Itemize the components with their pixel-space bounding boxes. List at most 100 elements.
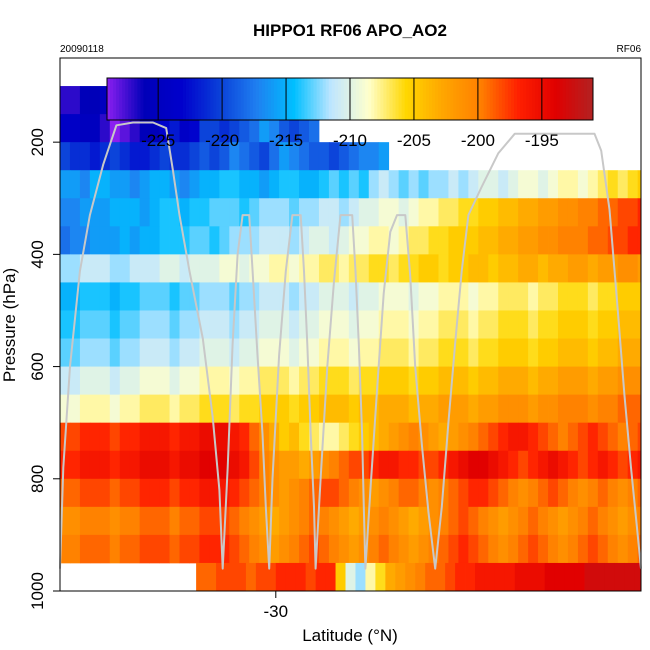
- heatmap-cell: [199, 422, 210, 452]
- colorbar-segment: [204, 78, 208, 120]
- heatmap-cell: [458, 506, 469, 536]
- heatmap-cell: [279, 478, 290, 508]
- heatmap-cell: [219, 282, 230, 311]
- heatmap-cell: [60, 478, 71, 508]
- heatmap-cell: [348, 506, 360, 536]
- colorbar-segment: [453, 78, 457, 120]
- colorbar-segment: [395, 78, 400, 120]
- heatmap-cell: [577, 198, 589, 227]
- heatmap-cell: [69, 86, 81, 115]
- colorbar-segment: [535, 78, 539, 120]
- colorbar-segment: [353, 78, 357, 120]
- heatmap-cell: [179, 198, 190, 227]
- heatmap-cell: [378, 310, 390, 339]
- heatmap-cell: [498, 338, 509, 367]
- heatmap-cell: [289, 282, 300, 311]
- heatmap-cell: [219, 394, 230, 424]
- heatmap-cell: [448, 198, 459, 227]
- heatmap-cell: [597, 422, 609, 452]
- heatmap-cell: [239, 198, 250, 227]
- heatmap-cell: [269, 450, 280, 480]
- heatmap-cell: [498, 226, 509, 255]
- heatmap-cell: [448, 394, 459, 424]
- heatmap-cell: [438, 422, 449, 452]
- heatmap-cell: [235, 562, 247, 592]
- heatmap-cell: [79, 366, 91, 396]
- colorbar-segment: [228, 78, 233, 120]
- heatmap-cell: [279, 142, 290, 171]
- colorbar-segment: [216, 78, 220, 120]
- heatmap-cell: [518, 198, 529, 227]
- heatmap-cell: [448, 422, 459, 452]
- heatmap-cell: [408, 450, 419, 480]
- heatmap-cell: [385, 562, 396, 592]
- heatmap-cell: [488, 198, 499, 227]
- heatmap-cell: [269, 534, 280, 564]
- heatmap-cell: [299, 450, 310, 480]
- heatmap-cell: [279, 450, 290, 480]
- heatmap-cell: [119, 198, 131, 227]
- colorbar-segment: [389, 78, 394, 120]
- heatmap-cell: [60, 394, 71, 424]
- heatmap-cell: [169, 450, 180, 480]
- heatmap-cell: [159, 366, 170, 396]
- heatmap-cell: [607, 506, 619, 536]
- heatmap-cell: [448, 478, 459, 508]
- heatmap-cell: [617, 338, 629, 367]
- heatmap-cell: [309, 450, 320, 480]
- colorbar-segment: [286, 78, 290, 120]
- heatmap-cell: [119, 170, 131, 199]
- heatmap-cell: [478, 310, 489, 339]
- colorbar-segment: [331, 78, 336, 120]
- heatmap-cell: [219, 366, 230, 396]
- heatmap-cell: [255, 562, 267, 592]
- heatmap-cell: [388, 478, 400, 508]
- heatmap-cell: [428, 310, 439, 339]
- heatmap-cell: [289, 198, 300, 227]
- colorbar-segment: [438, 78, 442, 120]
- heatmap-cell: [279, 338, 290, 367]
- heatmap-cell: [99, 226, 111, 255]
- heatmap-cell: [60, 310, 71, 339]
- colorbar-segment: [504, 78, 509, 120]
- heatmap-cell: [428, 478, 439, 508]
- heatmap-cell: [309, 254, 320, 283]
- heatmap-cell: [179, 422, 190, 452]
- heatmap-cell: [89, 450, 101, 480]
- heatmap-cell: [69, 254, 81, 283]
- heatmap-cell: [299, 422, 310, 452]
- colorbar-tick-label: -200: [461, 131, 495, 150]
- heatmap-cell: [607, 282, 619, 311]
- heatmap-cell: [548, 338, 559, 367]
- heatmap-cell: [378, 198, 390, 227]
- heatmap-cell: [309, 142, 320, 171]
- heatmap-cell: [129, 422, 141, 452]
- heatmap-cell: [488, 394, 499, 424]
- heatmap-cell: [358, 310, 370, 339]
- heatmap-cell: [219, 226, 230, 255]
- heatmap-cell: [597, 254, 609, 283]
- heatmap-cell: [109, 534, 121, 564]
- colorbar-segment: [304, 78, 308, 120]
- heatmap-cell: [269, 310, 280, 339]
- heatmap-cell: [245, 562, 257, 592]
- heatmap-cell: [109, 170, 121, 199]
- heatmap-cell: [398, 450, 409, 480]
- heatmap-cell: [89, 394, 101, 424]
- x-tick-label: -30: [264, 602, 289, 621]
- heatmap-cell: [587, 394, 599, 424]
- heatmap-cell: [139, 254, 151, 283]
- heatmap-cell: [149, 338, 160, 367]
- heatmap-cell: [368, 338, 380, 367]
- heatmap-cell: [558, 338, 569, 367]
- colorbar-tick-label: -210: [333, 131, 367, 150]
- heatmap-cell: [368, 506, 380, 536]
- heatmap-cell: [438, 310, 449, 339]
- heatmap-cell: [289, 142, 300, 171]
- y-tick-label: 600: [28, 352, 47, 380]
- heatmap-cell: [279, 226, 290, 255]
- heatmap-cell: [607, 170, 619, 199]
- colorbar-segment: [444, 78, 448, 120]
- heatmap-cell: [348, 254, 360, 283]
- heatmap-cell: [498, 450, 509, 480]
